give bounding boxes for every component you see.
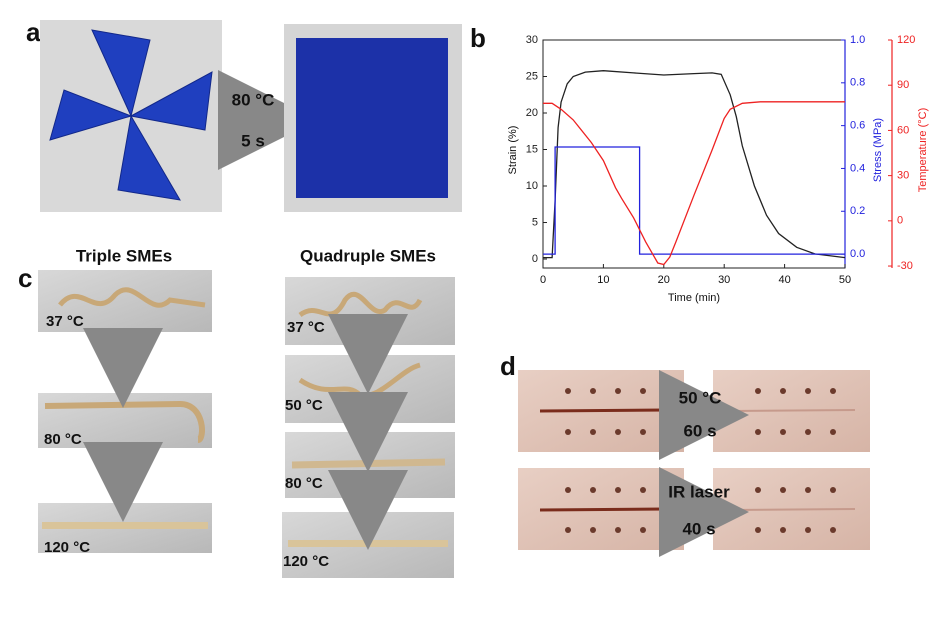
square xyxy=(296,38,448,198)
y2-tick-label: 1.0 xyxy=(850,34,865,46)
panel-label: c xyxy=(18,263,32,293)
series-line xyxy=(543,70,846,259)
temperature: 50 °C xyxy=(285,397,323,414)
y3-tick-label: 90 xyxy=(897,79,909,91)
y-tick-label: 15 xyxy=(526,143,538,155)
condition: 50 °C xyxy=(679,388,722,407)
y2-axis-label: Stress (MPa) xyxy=(872,118,884,182)
y3-tick-label: 30 xyxy=(897,170,909,182)
temperature: 37 °C xyxy=(287,319,325,336)
condition: IR laser xyxy=(668,482,730,501)
temperature: 120 °C xyxy=(283,553,329,570)
arrows xyxy=(659,370,749,557)
y-tick-label: 0 xyxy=(532,253,538,265)
x-tick-label: 30 xyxy=(718,274,730,286)
y3-tick-label: -30 xyxy=(897,260,913,272)
y3-tick-label: 0 xyxy=(897,215,903,227)
arrows xyxy=(83,314,408,550)
y-tick-label: 25 xyxy=(526,70,538,82)
y2-tick-label: 0.0 xyxy=(850,248,865,260)
x-tick-label: 20 xyxy=(658,274,670,286)
x-tick-label: 40 xyxy=(778,274,790,286)
series-line xyxy=(543,101,845,266)
x-axis-label: Time (min) xyxy=(668,292,720,304)
y2-tick-label: 0.8 xyxy=(850,77,865,89)
y2-tick-label: 0.4 xyxy=(850,162,865,174)
panel-label: a xyxy=(26,17,41,47)
y3-tick-label: 60 xyxy=(897,124,909,136)
pinwheel xyxy=(49,29,213,201)
condition: 5 s xyxy=(241,131,265,150)
condition: 60 s xyxy=(683,421,716,440)
y3-axis-label: Temperature (°C) xyxy=(917,108,929,192)
panel-label: b xyxy=(470,23,486,53)
y-tick-label: 30 xyxy=(526,34,538,46)
x-tick-label: 10 xyxy=(597,274,609,286)
y-axis-label: Strain (%) xyxy=(507,126,519,175)
column-title: Triple SMEs xyxy=(76,246,172,265)
condition: 80 °C xyxy=(232,90,275,109)
x-tick-label: 0 xyxy=(540,274,546,286)
y-tick-label: 10 xyxy=(526,180,538,192)
y-tick-label: 20 xyxy=(526,107,538,119)
temperature: 80 °C xyxy=(285,475,323,492)
temperature: 120 °C xyxy=(44,539,90,556)
panel-label: d xyxy=(500,351,516,381)
y-tick-label: 5 xyxy=(532,216,538,228)
photos xyxy=(38,270,455,578)
temperature: 37 °C xyxy=(46,313,84,330)
y2-tick-label: 0.6 xyxy=(850,120,865,132)
temperature: 80 °C xyxy=(44,431,82,448)
x-tick-label: 50 xyxy=(839,274,851,286)
chart: Time (min) Strain (%) Stress (MPa) Tempe… xyxy=(507,34,929,304)
y3-tick-label: 120 xyxy=(897,34,915,46)
series-line xyxy=(543,146,845,255)
column-title: Quadruple SMEs xyxy=(300,246,436,265)
y2-tick-label: 0.2 xyxy=(850,205,865,217)
condition: 40 s xyxy=(682,519,715,538)
